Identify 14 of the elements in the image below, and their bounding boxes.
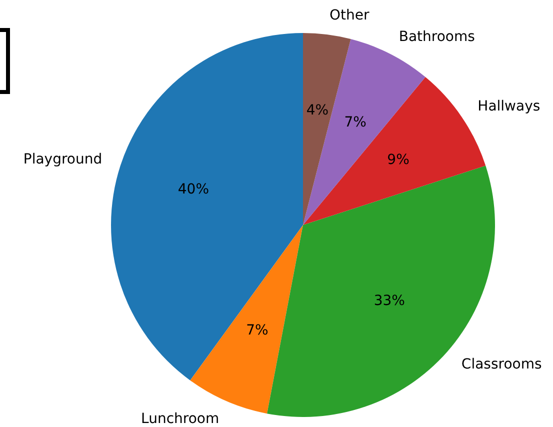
data-label: 7% <box>344 114 366 130</box>
slice-label: Bathrooms <box>398 28 475 45</box>
data-label: 4% <box>306 102 329 119</box>
pie-slice <box>111 33 303 380</box>
slice-label: Lunchroom <box>141 410 220 427</box>
data-label: 9% <box>387 152 410 168</box>
slice-label: Hallways <box>478 98 540 114</box>
pie-slice <box>190 225 303 414</box>
data-label: 7% <box>246 322 268 339</box>
data-label: 33% <box>374 293 405 310</box>
slice-label: Other <box>329 7 370 24</box>
slice-label: Playground <box>23 152 102 168</box>
slice-label: Classrooms <box>461 356 542 373</box>
data-label: 40% <box>178 181 209 198</box>
